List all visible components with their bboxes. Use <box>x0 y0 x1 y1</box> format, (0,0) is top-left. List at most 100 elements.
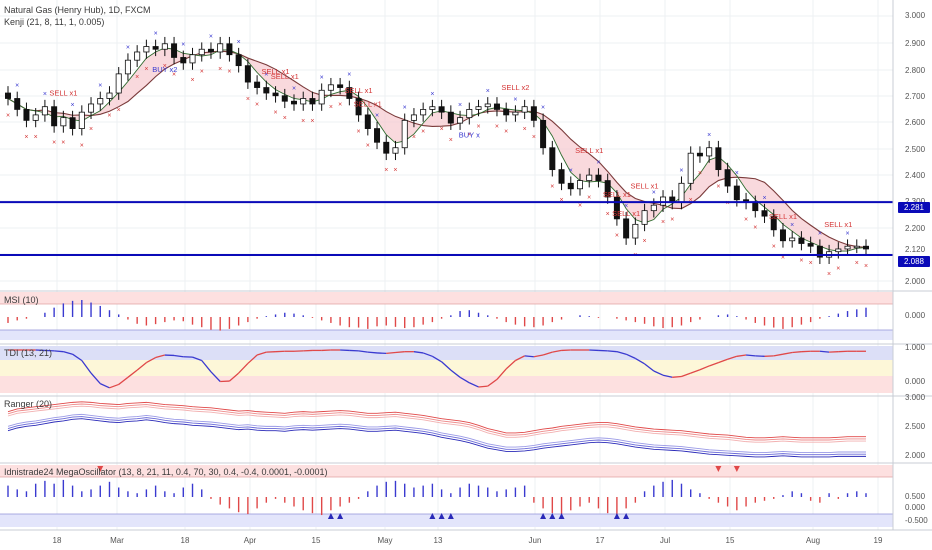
tdi-line-segment <box>533 354 544 358</box>
signal-cross: × <box>117 107 121 114</box>
signal-cross: × <box>43 91 47 98</box>
x-tick: Mar <box>110 536 124 545</box>
tdi-line-segment <box>118 376 129 385</box>
tdi-line-segment <box>432 355 442 363</box>
signal-cross: × <box>726 200 730 207</box>
signal-cross: × <box>393 167 397 174</box>
candle-body <box>88 103 95 113</box>
candle-body <box>789 237 796 242</box>
megaoscillator-indicator-label[interactable]: Idnistrade24 MegaOscillator (13, 8, 21, … <box>4 467 328 477</box>
signal-cross: × <box>61 140 65 147</box>
tdi-line-segment <box>192 356 202 362</box>
signal-cross: × <box>6 112 10 119</box>
tdi-line-segment <box>367 351 378 354</box>
signal-cross: × <box>181 42 185 49</box>
signal-cross: × <box>836 266 840 273</box>
tdi-line-segment <box>146 356 156 364</box>
signal-cross: × <box>707 132 711 139</box>
candle-body <box>171 43 178 58</box>
tdi-line-segment <box>210 371 221 382</box>
tdi-pane[interactable] <box>0 346 893 393</box>
mega-buy-marker <box>447 513 454 519</box>
x-tick: 18 <box>52 536 62 545</box>
signal-cross: × <box>532 134 536 141</box>
mega-buy-marker <box>540 513 547 519</box>
signal-cross: × <box>753 225 757 232</box>
candle-body <box>115 73 122 94</box>
candle-body <box>660 196 667 206</box>
signal-cross: × <box>762 195 766 202</box>
pane-separators <box>0 0 932 531</box>
signal-cross: × <box>513 96 517 103</box>
mega-buy-marker <box>327 513 334 519</box>
msi-pane[interactable] <box>0 292 893 340</box>
signal-cross: × <box>347 72 351 79</box>
tdi-line-segment <box>662 374 673 378</box>
tdi-line-segment <box>459 376 470 384</box>
candle-body <box>457 117 464 124</box>
signal-cross: × <box>550 183 554 190</box>
tdi-line-segment <box>109 383 119 389</box>
candle-body <box>761 210 768 217</box>
msi-indicator-label[interactable]: MSI (10) <box>4 295 39 305</box>
y-tick: 2.200 <box>905 224 926 233</box>
y-tick: 2.600 <box>905 118 926 127</box>
signal-cross: × <box>200 69 204 76</box>
level-tag-lower: 2.088 <box>898 256 930 267</box>
signal-cross: × <box>560 197 564 204</box>
ranger-indicator-label[interactable]: Ranger (20) <box>4 399 53 409</box>
tdi-line-segment <box>201 360 212 373</box>
main-price-pane[interactable]: × × × × × × × × × × × × × × × × × × × × × × × × × × × × × × × × × × × × × × × ×… <box>0 31 893 278</box>
candle-body <box>724 169 731 187</box>
signal-cross: × <box>624 203 628 210</box>
signal-cross: × <box>237 39 241 46</box>
candle-body <box>134 51 141 61</box>
sell-signal-label: SELL x1 <box>612 209 640 218</box>
signal-cross: × <box>698 170 702 177</box>
x-tick: Jun <box>528 536 542 545</box>
buy-signal-label: BUY x <box>459 130 480 139</box>
tdi-line-segment <box>358 350 368 353</box>
signal-cross: × <box>679 167 683 174</box>
mega-sell-marker <box>733 466 740 472</box>
tdi-line-segment <box>238 362 249 374</box>
signal-cross: × <box>744 216 748 223</box>
mega-buy-marker <box>337 513 344 519</box>
ranger-pane[interactable] <box>7 401 866 458</box>
y-tick: 2.000 <box>905 277 926 286</box>
candle-body <box>207 48 214 53</box>
tdi-line-segment <box>792 351 802 354</box>
signal-cross: × <box>89 126 93 133</box>
tdi-y-tick: 0.000 <box>905 377 926 386</box>
tdi-line-segment <box>690 369 701 374</box>
mega-buy-marker <box>429 513 436 519</box>
megaoscillator-pane[interactable] <box>0 465 893 527</box>
candle-body <box>401 119 408 149</box>
signal-cross: × <box>274 110 278 117</box>
tdi-indicator-label[interactable]: TDI (13, 21) <box>4 348 53 358</box>
tdi-line-segment <box>681 372 691 378</box>
y-tick: 2.500 <box>905 145 926 154</box>
signal-cross: × <box>790 222 794 229</box>
tdi-y-tick: 1.000 <box>905 343 926 352</box>
tdi-line-segment <box>478 385 488 388</box>
x-tick: Aug <box>805 536 821 545</box>
candle-body <box>254 81 261 88</box>
tdi-line-segment <box>450 369 461 378</box>
candle-body <box>106 92 113 99</box>
tdi-line-segment <box>422 352 433 357</box>
kenji-indicator-label[interactable]: Kenji (21, 8, 11, 1, 0.005) <box>4 17 105 27</box>
tdi-line-segment <box>607 350 617 353</box>
y-tick: 2.400 <box>905 171 926 180</box>
tdi-line-segment <box>90 372 101 385</box>
candle-body <box>687 152 694 184</box>
ranger-y-tick: 2.000 <box>905 451 926 460</box>
tdi-line-segment <box>653 370 664 376</box>
candle-body <box>60 117 67 127</box>
tdi-line-segment <box>441 361 452 371</box>
tdi-line-segment <box>625 353 636 359</box>
sell-signal-label: SELL x1 <box>824 220 852 229</box>
tdi-line-segment <box>672 375 682 378</box>
candle-body <box>383 141 390 154</box>
